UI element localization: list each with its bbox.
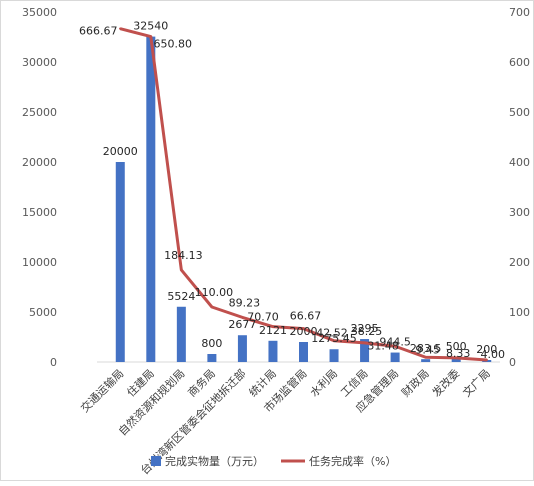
legend-bar-swatch bbox=[151, 456, 161, 466]
bar bbox=[451, 357, 461, 362]
line-point bbox=[271, 325, 275, 328]
bar-value-label: 283.5 bbox=[410, 342, 442, 355]
bar bbox=[146, 36, 156, 362]
y-right-tick-label: 500 bbox=[509, 106, 530, 119]
axes: 0 5000 10000 15000 20000 25000 30000 35000 0 100 2… bbox=[22, 6, 530, 369]
bar-value-label: 800 bbox=[201, 337, 222, 350]
line-point bbox=[424, 356, 427, 359]
category-label: 财政局 bbox=[399, 366, 432, 399]
y-left-tick-label: 15000 bbox=[22, 206, 57, 219]
line-value-label: 184.13 bbox=[164, 249, 203, 262]
bar-value-label: 32540 bbox=[133, 20, 168, 33]
line-point bbox=[241, 316, 244, 319]
category-label: 水利局 bbox=[308, 367, 341, 400]
y-right-tick-label: 200 bbox=[509, 256, 530, 269]
bar-value-label: 500 bbox=[446, 340, 467, 353]
line-value-label: 89.23 bbox=[229, 296, 261, 309]
y-left-tick-label: 20000 bbox=[22, 156, 57, 169]
line-value-label: 70.70 bbox=[247, 311, 279, 324]
bar-value-label: 200 bbox=[476, 343, 497, 356]
line-value-label: 110.00 bbox=[195, 286, 234, 299]
legend: 完成实物量（万元） 任务完成率（%） bbox=[151, 454, 396, 468]
bar bbox=[115, 162, 125, 362]
y-left-tick-label: 0 bbox=[50, 356, 57, 369]
bar-value-label: 944.5 bbox=[379, 336, 411, 349]
bar-value-label: 20000 bbox=[103, 145, 138, 158]
y-left-tick-label: 35000 bbox=[22, 6, 57, 19]
y-left-tick-label: 25000 bbox=[22, 106, 57, 119]
line-value-label: 42.52 bbox=[316, 327, 348, 340]
line-point bbox=[332, 339, 336, 342]
bar bbox=[329, 349, 339, 362]
category-label: 发改委 bbox=[429, 366, 462, 399]
bar-value-label: 2295 bbox=[351, 322, 379, 335]
bar bbox=[176, 306, 186, 362]
bar bbox=[207, 354, 217, 362]
bar-value-label: 2121 bbox=[259, 324, 287, 337]
y-right-tick-label: 0 bbox=[509, 356, 516, 369]
bar-value-label: 2677 bbox=[228, 318, 256, 331]
bar bbox=[268, 340, 278, 362]
bar bbox=[237, 335, 247, 362]
bar bbox=[421, 359, 431, 362]
bar-value-label: 2000 bbox=[290, 325, 318, 338]
category-label: 交通运输局 bbox=[78, 366, 127, 415]
category-label: 文广局 bbox=[460, 366, 493, 399]
bar-value-label: 5524 bbox=[167, 290, 195, 303]
line-point bbox=[393, 345, 397, 348]
legend-line-label: 任务完成率（%） bbox=[309, 454, 396, 468]
bar-series bbox=[115, 36, 492, 362]
y-right-tick-label: 700 bbox=[509, 6, 530, 19]
data-labels: 20000 32540 5524 800 2677 2121 20001275.452295… bbox=[79, 20, 505, 361]
bar bbox=[390, 352, 400, 362]
bar bbox=[299, 342, 308, 362]
line-value-label: 31.48 bbox=[367, 339, 399, 352]
bar-value-label: 1275.45 bbox=[311, 332, 357, 345]
line-point bbox=[119, 27, 122, 30]
line-point bbox=[302, 327, 305, 330]
line-value-label: 38.25 bbox=[351, 325, 383, 338]
y-right-tick-label: 100 bbox=[509, 306, 530, 319]
line-value-label: 66.67 bbox=[290, 310, 322, 323]
y-left-tick-label: 10000 bbox=[22, 256, 57, 269]
y-right-tick-label: 400 bbox=[509, 156, 530, 169]
y-left-tick-label: 30000 bbox=[22, 56, 57, 69]
line-value-label: 650.80 bbox=[154, 38, 193, 51]
bar bbox=[360, 339, 370, 362]
line-series bbox=[119, 27, 488, 362]
line-value-label: 666.67 bbox=[79, 25, 118, 38]
y-left-tick-label: 5000 bbox=[29, 306, 57, 319]
line-value-label: 4.00 bbox=[480, 348, 505, 361]
y-right-tick-label: 300 bbox=[509, 206, 530, 219]
line-point bbox=[149, 35, 153, 38]
y-right-tick-label: 600 bbox=[509, 56, 530, 69]
legend-bar-label: 完成实物量（万元） bbox=[165, 454, 264, 468]
line-point bbox=[454, 356, 458, 360]
line-point bbox=[363, 341, 366, 345]
line-point bbox=[485, 358, 488, 362]
line-value-label: 9.45 bbox=[415, 343, 440, 356]
line-point bbox=[210, 305, 214, 309]
line-value-label: 8.33 bbox=[446, 347, 471, 360]
line-point bbox=[180, 268, 183, 272]
